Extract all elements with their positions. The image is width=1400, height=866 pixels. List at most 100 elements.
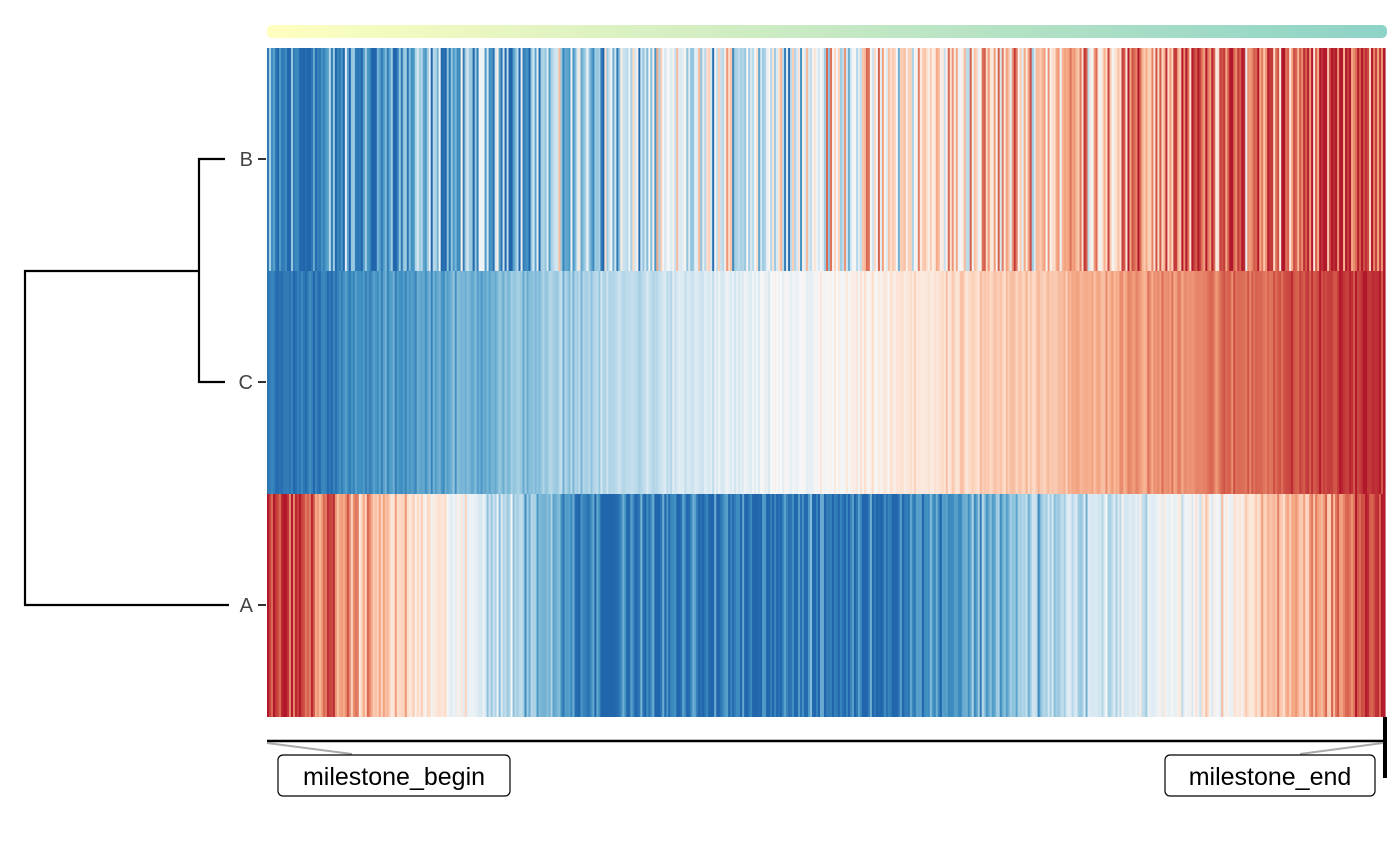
heatmap-cell-a bbox=[516, 494, 520, 717]
heatmap-cell-c bbox=[736, 271, 739, 494]
heatmap-cell-c bbox=[995, 271, 999, 494]
heatmap-cell-a bbox=[552, 494, 556, 717]
heatmap-cell-b bbox=[538, 48, 542, 271]
heatmap-cell-c bbox=[1241, 271, 1244, 494]
heatmap-cell-c bbox=[588, 271, 592, 494]
heatmap-cell-a bbox=[468, 494, 472, 717]
heatmap-cell-a bbox=[1347, 494, 1350, 717]
heatmap-cell-a bbox=[953, 494, 957, 717]
heatmap-cell-c bbox=[410, 271, 414, 494]
heatmap-cell-b bbox=[458, 48, 462, 271]
heatmap-cell-b bbox=[334, 48, 338, 271]
heatmap-cell-b bbox=[320, 48, 324, 271]
heatmap-cell-a bbox=[450, 494, 454, 717]
heatmap-cell-c bbox=[352, 271, 356, 494]
heatmap-cell-c bbox=[1181, 271, 1184, 494]
heatmap-cell-a bbox=[770, 494, 773, 717]
heatmap-cell-b bbox=[514, 48, 518, 271]
heatmap-cell-a bbox=[919, 494, 923, 717]
heatmap-cell-c bbox=[1091, 271, 1095, 494]
heatmap-cell-c bbox=[626, 271, 629, 494]
heatmap-cell-a bbox=[368, 494, 372, 717]
heatmap-cell-c bbox=[849, 271, 853, 494]
heatmap-cell-c bbox=[855, 271, 859, 494]
heatmap-cell-a bbox=[1171, 494, 1174, 717]
heatmap-cell-a bbox=[680, 494, 683, 717]
heatmap-cell-a bbox=[678, 494, 681, 717]
heatmap-cell-b bbox=[340, 48, 344, 271]
heatmap-cell-a bbox=[790, 494, 793, 717]
heatmap-cell-a bbox=[558, 494, 562, 717]
heatmap-cell-c bbox=[590, 271, 594, 494]
heatmap-cell-c bbox=[602, 271, 605, 494]
heatmap-cell-b bbox=[766, 48, 769, 271]
heatmap-cell-a bbox=[1009, 494, 1013, 717]
heatmap-cell-b bbox=[863, 48, 867, 271]
heatmap-cell-a bbox=[782, 494, 785, 717]
heatmap-cell-a bbox=[909, 494, 913, 717]
heatmap-cell-a bbox=[490, 494, 494, 717]
heatmap-cell-a bbox=[1305, 494, 1308, 717]
heatmap-cell-c bbox=[1101, 271, 1105, 494]
heatmap-cell-c bbox=[550, 271, 554, 494]
heatmap-cell-b bbox=[530, 48, 534, 271]
heatmap-cell-b bbox=[704, 48, 707, 271]
heatmap-cell-a bbox=[1053, 494, 1057, 717]
heatmap-cell-a bbox=[1145, 494, 1149, 717]
heatmap-cell-a bbox=[1203, 494, 1206, 717]
heatmap-cell-a bbox=[424, 494, 428, 717]
heatmap-cell-a bbox=[1131, 494, 1135, 717]
heatmap-cell-a bbox=[1249, 494, 1252, 717]
heatmap-cell-b bbox=[885, 48, 889, 271]
heatmap-cell-b bbox=[907, 48, 911, 271]
heatmap-cell-a bbox=[802, 494, 805, 717]
heatmap-cell-c bbox=[678, 271, 681, 494]
heatmap-cell-c bbox=[935, 271, 939, 494]
heatmap-cell-a bbox=[446, 494, 450, 717]
heatmap-cell-a bbox=[344, 494, 348, 717]
heatmap-cell-b bbox=[446, 48, 450, 271]
heatmap-cell-b bbox=[450, 48, 454, 271]
heatmap-cell-c bbox=[901, 271, 905, 494]
heatmap-cell-c bbox=[1025, 271, 1029, 494]
heatmap-cell-c bbox=[1267, 271, 1270, 494]
heatmap-cell-a bbox=[406, 494, 410, 717]
heatmap-cell-a bbox=[1159, 494, 1162, 717]
heatmap-cell-a bbox=[1109, 494, 1113, 717]
heatmap-cell-c bbox=[344, 271, 348, 494]
row-label-b: B bbox=[240, 149, 253, 171]
heatmap-cell-a bbox=[1321, 494, 1324, 717]
heatmap-cell-b bbox=[921, 48, 925, 271]
heatmap-cell-b bbox=[1291, 48, 1294, 271]
heatmap-cell-a bbox=[927, 494, 931, 717]
heatmap-cell-b bbox=[690, 48, 693, 271]
heatmap-cell-c bbox=[598, 271, 602, 494]
heatmap-cell-b bbox=[684, 48, 687, 271]
heatmap-cell-a bbox=[1369, 494, 1372, 717]
heatmap-cell-b bbox=[1025, 48, 1029, 271]
heatmap-cell-a bbox=[1173, 494, 1176, 717]
heatmap-cell-b bbox=[456, 48, 460, 271]
heatmap-cell-b bbox=[1217, 48, 1220, 271]
heatmap-cell-a bbox=[1083, 494, 1087, 717]
heatmap-cell-a bbox=[1155, 494, 1159, 717]
heatmap-cell-a bbox=[396, 494, 400, 717]
heatmap-cell-a bbox=[392, 494, 396, 717]
heatmap-cell-c bbox=[1271, 271, 1274, 494]
heatmap-cell-c bbox=[1233, 271, 1236, 494]
heatmap-cell-a bbox=[1003, 494, 1007, 717]
heatmap-cell-b bbox=[1069, 48, 1073, 271]
heatmap-cell-b bbox=[1253, 48, 1256, 271]
heatmap-cell-b bbox=[1165, 48, 1168, 271]
heatmap-cell-b bbox=[1281, 48, 1284, 271]
heatmap-cell-c bbox=[897, 271, 901, 494]
heatmap-cell-b bbox=[899, 48, 903, 271]
heatmap-cell-c bbox=[839, 271, 843, 494]
heatmap-cell-c bbox=[416, 271, 420, 494]
heatmap-cell-a bbox=[370, 494, 374, 717]
heatmap-cell-c bbox=[304, 271, 308, 494]
heatmap-cell-b bbox=[744, 48, 747, 271]
heatmap-cell-b bbox=[772, 48, 775, 271]
heatmap-cell-a bbox=[334, 494, 338, 717]
heatmap-cell-c bbox=[738, 271, 741, 494]
